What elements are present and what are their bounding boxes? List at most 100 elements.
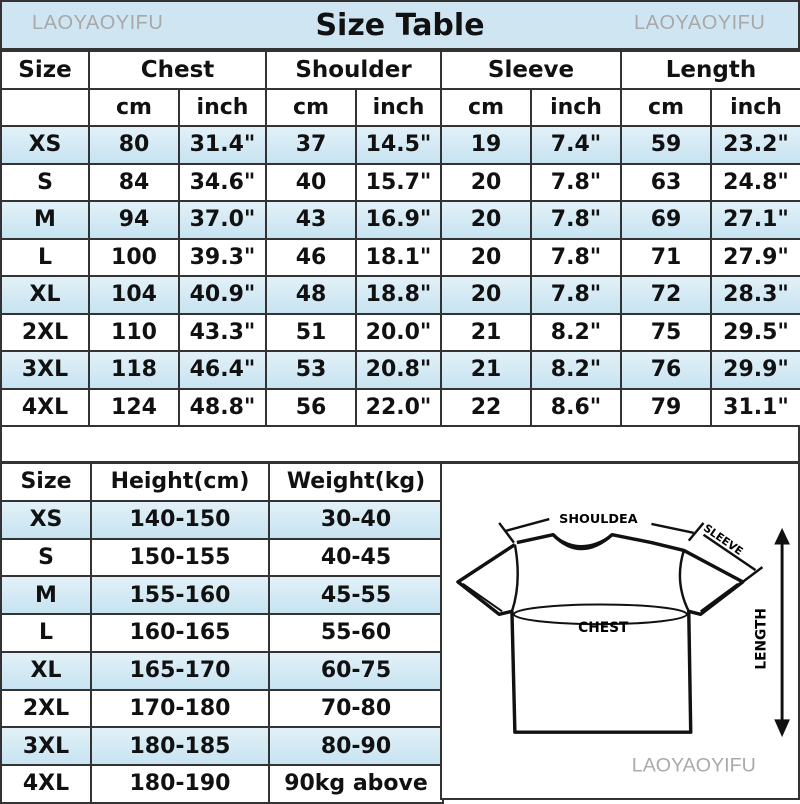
value-cell: 29.9" [710,350,800,390]
value-cell: 180-185 [90,726,270,766]
chest-label: CHEST [578,620,629,636]
measurement-table: Size Chest Shoulder Sleeve Length cm inch cm inc… [0,50,800,427]
value-cell: 20 [440,237,533,277]
value-cell: 100 [88,237,180,277]
value-cell: 24.8" [710,162,800,202]
size-cell: M [0,575,92,615]
size-cell: 2XL [0,688,92,729]
value-cell: 18.8" [355,275,443,315]
unit-header: cm [620,87,713,127]
value-cell: 63 [620,162,713,202]
value-cell: 43 [265,200,358,240]
size-cell: M [0,200,90,240]
value-cell: 7.8" [530,275,623,315]
table-row: 4XL 180-190 90kg above [0,764,444,804]
value-cell: 8.2" [530,312,623,352]
value-cell: 23.2" [710,125,800,165]
size-cell: L [0,613,92,653]
value-cell: 20.8" [355,350,443,390]
value-cell: 90kg above [268,764,444,804]
shoulder-label: SHOULDEA [559,512,638,527]
value-cell: 40.9" [177,275,268,315]
size-cell: S [0,537,92,578]
value-cell: 43.3" [177,312,268,352]
table-row: M 155-160 45-55 [0,575,444,615]
value-cell: 110 [88,312,180,352]
unit-header: inch [177,87,268,127]
value-cell: 40-45 [268,537,444,578]
table-row: XL 165-170 60-75 [0,650,444,691]
value-cell: 150-155 [90,537,270,578]
value-cell: 31.1" [710,387,800,427]
unit-header: cm [265,87,358,127]
value-cell: 30-40 [268,499,444,540]
value-cell: 70-80 [268,688,444,729]
column-header: Chest [87,50,268,90]
sleeve-label: SLEEVE [701,521,745,558]
column-header: Shoulder [265,50,443,90]
size-cell: 3XL [0,350,90,390]
table-row: 2XL 110 43.3" 51 20.0" 21 8.2" 75 29.5" [0,312,800,352]
value-cell: 18.1" [355,237,443,277]
table-row: XL 104 40.9" 48 18.8" 20 7.8" 72 28.3" [0,275,800,315]
watermark: LAOYAOYIFU [632,754,756,776]
table-row: XS 140-150 30-40 [0,499,444,540]
value-cell: 19 [440,125,533,165]
value-cell: 20 [440,162,533,202]
column-header: Size [0,462,92,502]
value-cell: 118 [88,350,180,390]
value-cell: 48 [265,275,358,315]
header-row: Size Height(cm) Weight(kg) [0,462,444,502]
value-cell: 51 [265,312,358,352]
value-cell: 16.9" [355,200,443,240]
value-cell: 53 [265,350,358,390]
value-cell: 59 [620,125,713,165]
value-cell: 140-150 [90,499,270,540]
unit-header: cm [88,87,180,127]
column-header: Weight(kg) [268,462,444,502]
size-cell: 2XL [0,312,90,352]
spacer-row [0,425,800,463]
value-cell: 7.8" [530,200,623,240]
table-row: 4XL 124 48.8" 56 22.0" 22 8.6" 79 31.1" [0,387,800,427]
size-cell: 3XL [0,726,92,766]
value-cell: 79 [620,387,713,427]
table-row: S 84 34.6" 40 15.7" 20 7.8" 63 24.8" [0,162,800,202]
table-row: 3XL 118 46.4" 53 20.8" 21 8.2" 76 29.9" [0,350,800,390]
size-cell: 4XL [0,387,90,427]
value-cell: 21 [440,350,533,390]
table-row: S 150-155 40-45 [0,537,444,578]
value-cell: 22.0" [355,387,443,427]
value-cell: 8.2" [530,350,623,390]
tshirt-icon: SHOULDEA SLEEVE CHEST LENGTH LAOYAOYIFU [456,512,790,776]
header-row: Size Chest Shoulder Sleeve Length [0,50,800,90]
value-cell: 21 [440,312,533,352]
column-header: Length [620,50,800,90]
size-cell: S [0,162,90,202]
size-cell: 4XL [0,764,92,804]
unit-header: cm [440,87,533,127]
value-cell: 37 [265,125,358,165]
value-cell: 160-165 [90,613,270,653]
size-cell: L [0,237,90,277]
value-cell: 15.7" [355,162,443,202]
value-cell: 80 [88,125,180,165]
unit-header: inch [355,87,443,127]
unit-row: cm inch cm inch cm inch cm inch [0,87,800,127]
value-cell: 27.1" [710,200,800,240]
value-cell: 60-75 [268,650,444,691]
value-cell: 28.3" [710,275,800,315]
value-cell: 22 [440,387,533,427]
watermark: LAOYAOYIFU [32,12,164,34]
value-cell: 155-160 [90,575,270,615]
column-header: Size [0,50,90,90]
tshirt-diagram: SHOULDEA SLEEVE CHEST LENGTH LAOYAOYIFU [440,462,800,800]
value-cell: 37.0" [177,200,268,240]
value-cell: 170-180 [90,688,270,729]
value-cell: 76 [620,350,713,390]
unit-header: inch [530,87,623,127]
value-cell: 20.0" [355,312,443,352]
value-cell: 7.8" [530,237,623,277]
value-cell: 14.5" [355,125,443,165]
value-cell: 94 [88,200,180,240]
